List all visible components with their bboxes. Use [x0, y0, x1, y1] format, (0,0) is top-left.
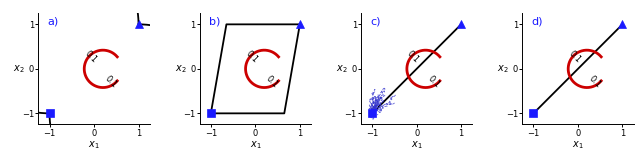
Y-axis label: $x_2$: $x_2$ — [13, 63, 25, 75]
Text: 0.1: 0.1 — [426, 74, 442, 90]
Text: 0.1: 0.1 — [244, 49, 260, 64]
X-axis label: $x_1$: $x_1$ — [88, 139, 100, 151]
Text: c): c) — [370, 17, 380, 27]
X-axis label: $x_1$: $x_1$ — [572, 139, 584, 151]
Text: 0.1: 0.1 — [83, 49, 99, 64]
Text: b): b) — [209, 17, 220, 27]
Text: a): a) — [47, 17, 58, 27]
Text: 0.1: 0.1 — [405, 49, 421, 64]
Text: d): d) — [531, 17, 543, 27]
Text: 0.1: 0.1 — [103, 74, 119, 90]
Y-axis label: $x_2$: $x_2$ — [336, 63, 348, 75]
X-axis label: $x_1$: $x_1$ — [411, 139, 422, 151]
Y-axis label: $x_2$: $x_2$ — [497, 63, 509, 75]
X-axis label: $x_1$: $x_1$ — [250, 139, 261, 151]
Text: 0.1: 0.1 — [566, 49, 582, 64]
Text: 0.1: 0.1 — [587, 74, 603, 90]
Text: 0.1: 0.1 — [264, 74, 280, 90]
Y-axis label: $x_2$: $x_2$ — [175, 63, 186, 75]
